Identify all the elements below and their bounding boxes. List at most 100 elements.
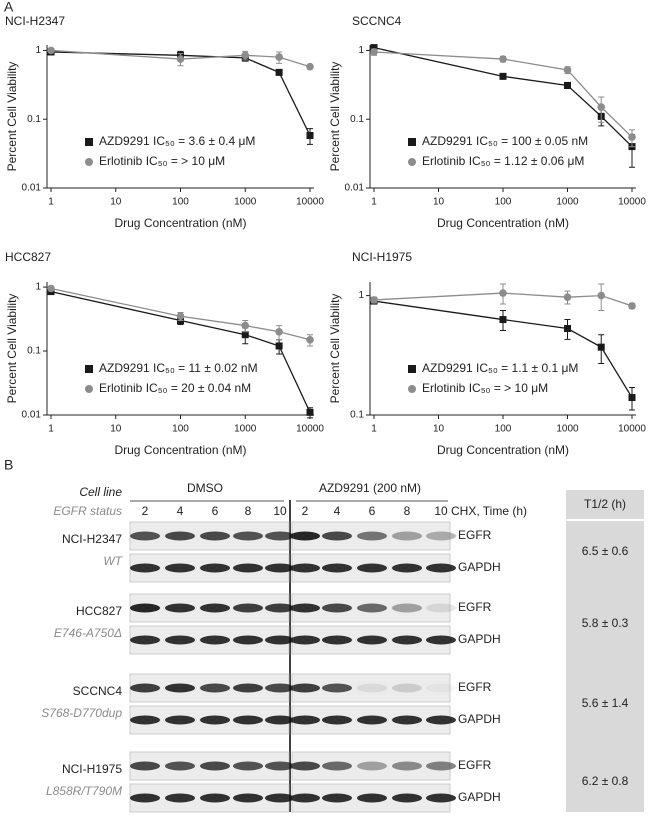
y-tick-label: 0.01 <box>345 183 365 194</box>
data-point <box>370 48 378 56</box>
blot-band <box>200 683 230 693</box>
blot-band <box>233 761 263 771</box>
data-point <box>499 72 507 80</box>
blot-band <box>392 683 422 693</box>
y-tick-label: 1 <box>358 290 364 301</box>
x-tick-label: 1 <box>371 424 377 435</box>
blot-band <box>357 793 387 803</box>
series-line <box>373 51 633 138</box>
blot-band <box>426 715 456 725</box>
t-half: 6.5 ± 0.6 <box>582 544 629 558</box>
x-tick-label: 1 <box>371 197 377 208</box>
x-tick-label: 10 <box>110 197 122 208</box>
blot-band <box>357 603 387 613</box>
x-axis-label: Drug Concentration (nM) <box>437 443 569 457</box>
data-point <box>241 51 250 60</box>
x-tick-label: 10 <box>110 424 122 435</box>
x-axis-label: Drug Concentration (nM) <box>437 216 569 230</box>
blot-band <box>426 635 456 645</box>
data-point <box>628 133 636 141</box>
x-tick-label: 1000 <box>234 424 257 435</box>
x-tick-label: 100 <box>495 424 512 435</box>
data-point <box>306 131 314 139</box>
panel-label: A <box>4 0 14 15</box>
blot-band <box>357 531 387 541</box>
x-tick-label: 10000 <box>618 424 646 435</box>
cell-line: HCC827 <box>76 604 122 618</box>
x-axis-label: Drug Concentration (nM) <box>114 443 246 457</box>
y-axis-label: Percent Cell Viability <box>5 294 19 404</box>
data-point <box>275 327 283 336</box>
x-tick-label: 100 <box>172 197 189 208</box>
data-point <box>176 55 185 63</box>
data-point <box>499 316 507 324</box>
t-half: 5.6 ± 1.4 <box>582 696 629 710</box>
legend-marker <box>408 385 416 393</box>
legend-label: Erlotinib IC₅₀ = > 10 μM <box>422 381 548 395</box>
blot-band <box>322 715 352 725</box>
y-tick-label: 0.01 <box>22 410 42 421</box>
x-tick-label: 100 <box>172 424 189 435</box>
blot-band <box>290 683 320 693</box>
blot-band <box>265 563 295 573</box>
x-axis-label: Drug Concentration (nM) <box>114 216 246 230</box>
egfr-status-header: EGFR status <box>53 504 122 518</box>
blot-band <box>290 715 320 725</box>
blot-band <box>265 683 295 693</box>
band-label: GAPDH <box>458 712 501 726</box>
band-label: GAPDH <box>458 790 501 804</box>
data-point <box>176 312 185 321</box>
lane-label: 4 <box>334 504 341 518</box>
y-tick-label: 0.1 <box>27 114 41 125</box>
blot-band <box>200 603 230 613</box>
blot-band <box>200 793 230 803</box>
legend-marker <box>85 385 93 393</box>
blot-band <box>200 563 230 573</box>
blot-band <box>290 563 320 573</box>
chart-title: SCCNC4 <box>352 14 402 28</box>
blot-band <box>322 683 352 693</box>
lane-label: 10 <box>434 504 448 518</box>
data-point <box>499 289 507 297</box>
blot-band <box>233 635 263 645</box>
y-axis-label: Percent Cell Viability <box>328 294 342 404</box>
y-tick-label: 0.1 <box>27 346 41 357</box>
blot-band <box>265 603 295 613</box>
blot-band <box>392 761 422 771</box>
blot-band <box>426 603 456 613</box>
legend-label: AZD9291 IC₅₀ = 1.1 ± 0.1 μM <box>422 361 578 375</box>
data-point <box>597 343 605 351</box>
blot-band <box>290 531 320 541</box>
blot-band <box>322 761 352 771</box>
blot-band <box>265 635 295 645</box>
blot-band <box>290 603 320 613</box>
y-tick-label: 0.1 <box>350 114 364 125</box>
band-label: GAPDH <box>458 560 501 574</box>
blot-band <box>165 715 195 725</box>
blot-band <box>233 683 263 693</box>
x-tick-label: 10 <box>433 197 445 208</box>
blot-band <box>392 531 422 541</box>
data-point <box>628 302 636 310</box>
blot-band <box>426 683 456 693</box>
blot-band <box>322 563 352 573</box>
data-point <box>564 325 571 333</box>
cell-line: SCCNC4 <box>73 684 123 698</box>
legend-label: AZD9291 IC₅₀ = 11 ± 0.02 nM <box>99 361 258 375</box>
blot-band <box>165 531 195 541</box>
t-half: 5.8 ± 0.3 <box>582 616 629 630</box>
band-label: EGFR <box>458 528 492 542</box>
blot-band <box>322 603 352 613</box>
data-point <box>370 296 378 304</box>
blot-band <box>130 563 160 573</box>
data-point <box>241 331 249 339</box>
band-label: EGFR <box>458 680 492 694</box>
legend-label: Erlotinib IC₅₀ = > 10 μM <box>99 154 225 168</box>
x-tick-label: 1000 <box>556 197 579 208</box>
data-point <box>275 68 283 76</box>
y-axis-label: Percent Cell Viability <box>328 62 342 172</box>
blot-band <box>165 635 195 645</box>
x-tick-label: 10000 <box>296 424 324 435</box>
group-label: AZD9291 (200 nM) <box>319 481 421 495</box>
blot-band <box>322 793 352 803</box>
